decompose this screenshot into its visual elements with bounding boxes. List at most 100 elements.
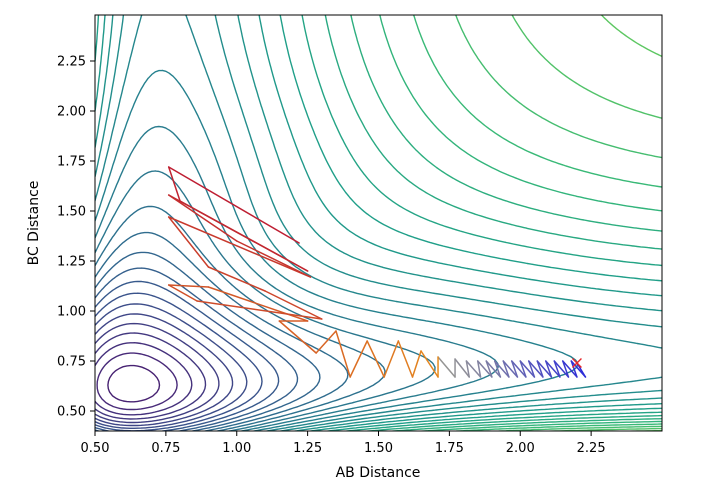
trajectory-segment bbox=[167, 166, 300, 244]
y-tick-label: 1.75 bbox=[57, 155, 86, 170]
trajectory-segment bbox=[167, 216, 312, 278]
contour-line bbox=[95, 313, 234, 427]
trajectory-segment bbox=[493, 360, 502, 378]
contour-line bbox=[95, 292, 263, 431]
y-tick-label: 1.25 bbox=[57, 255, 86, 270]
contour-line bbox=[350, 15, 662, 431]
x-tick-label: 0.75 bbox=[151, 441, 180, 456]
x-tick-label: 1.00 bbox=[222, 441, 251, 456]
trajectory-segment bbox=[349, 340, 368, 378]
trajectory-segment bbox=[553, 360, 561, 378]
trajectory-segment bbox=[420, 350, 439, 378]
trajectory-segment bbox=[167, 284, 210, 288]
trajectory-segment bbox=[493, 360, 510, 378]
trajectory-segment bbox=[485, 360, 502, 378]
x-tick-label: 0.50 bbox=[81, 441, 110, 456]
y-tick-label: 0.50 bbox=[57, 405, 86, 420]
trajectory-segment bbox=[383, 340, 400, 378]
contour-line bbox=[95, 15, 662, 431]
trajectory-segment bbox=[562, 360, 578, 378]
trajectory-segment bbox=[454, 358, 470, 378]
trajectory-segment bbox=[207, 266, 266, 292]
contour-line bbox=[95, 251, 321, 431]
trajectory-segment bbox=[553, 360, 570, 378]
trajectory-segment bbox=[167, 216, 210, 268]
trajectory-segment bbox=[335, 330, 351, 378]
trajectory-segment bbox=[465, 360, 482, 378]
contour-line bbox=[95, 170, 436, 431]
trajectory-segment bbox=[545, 360, 553, 378]
contour-line bbox=[107, 364, 161, 403]
trajectory-segment bbox=[179, 200, 309, 272]
contour-line bbox=[455, 15, 662, 431]
x-tick-label: 2.00 bbox=[506, 441, 535, 456]
y-tick-label: 0.75 bbox=[57, 355, 86, 370]
y-axis-label: BC Distance bbox=[26, 181, 42, 266]
trajectory-segment bbox=[465, 360, 470, 378]
x-tick-label: 1.75 bbox=[435, 441, 464, 456]
trajectory-segment bbox=[411, 350, 422, 378]
trajectory bbox=[167, 166, 587, 378]
trajectory-segment bbox=[167, 194, 238, 242]
trajectory-segment bbox=[167, 284, 198, 302]
y-tick-label: 1.00 bbox=[57, 305, 86, 320]
trajectory-segment bbox=[536, 360, 553, 378]
trajectory-segment bbox=[278, 320, 317, 354]
trajectory-segment bbox=[510, 360, 519, 378]
trajectory-segment bbox=[236, 240, 312, 278]
contour-line bbox=[379, 15, 662, 431]
x-tick-label: 1.25 bbox=[293, 441, 322, 456]
contour-line bbox=[95, 125, 499, 431]
trajectory-segment bbox=[264, 290, 323, 320]
x-axis: 0.50 0.75 1.00 1.25 1.50 1.75 2.00 2.25 bbox=[81, 431, 606, 456]
plot-area bbox=[95, 15, 662, 431]
trajectory-segment bbox=[562, 360, 570, 378]
contour-line bbox=[95, 15, 662, 431]
y-axis: 0.50 0.75 1.00 1.25 1.50 1.75 2.00 2.25 bbox=[57, 55, 95, 420]
contour-line bbox=[413, 15, 662, 431]
trajectory-segment bbox=[510, 360, 527, 378]
x-tick-label: 2.25 bbox=[577, 441, 606, 456]
y-tick-label: 2.00 bbox=[57, 105, 86, 120]
trajectory-segment bbox=[528, 360, 536, 378]
x-axis-label: AB Distance bbox=[336, 465, 421, 481]
contour-line bbox=[95, 332, 207, 420]
contour-line bbox=[301, 15, 662, 431]
trajectory-segment bbox=[570, 360, 587, 378]
trajectory-segment bbox=[397, 340, 414, 378]
trajectory-segment bbox=[437, 356, 456, 378]
contour-line bbox=[95, 322, 220, 424]
trajectory-segment bbox=[366, 340, 385, 378]
x-tick-label: 1.50 bbox=[364, 441, 393, 456]
contour-lines bbox=[95, 15, 662, 431]
trajectory-segment bbox=[528, 360, 544, 378]
contour-line bbox=[95, 15, 662, 431]
trajectory-segment bbox=[570, 360, 578, 378]
trajectory-segment bbox=[196, 300, 323, 320]
trajectory-segment bbox=[536, 360, 544, 378]
contour-line bbox=[95, 15, 662, 431]
trajectory-segment bbox=[485, 360, 493, 378]
start-marker bbox=[571, 358, 582, 368]
trajectory-segment bbox=[545, 360, 561, 378]
contour-line bbox=[95, 342, 193, 416]
y-tick-label: 1.50 bbox=[57, 205, 86, 220]
trajectory-segment bbox=[207, 286, 309, 322]
trajectory-segment bbox=[502, 360, 510, 378]
trajectory-segment bbox=[519, 360, 527, 378]
trajectory-segment bbox=[476, 360, 482, 378]
y-tick-label: 2.25 bbox=[57, 55, 86, 70]
trajectory-segment bbox=[519, 360, 536, 378]
trajectory-segment bbox=[502, 360, 519, 378]
contour-line bbox=[324, 15, 662, 431]
contour-line bbox=[96, 352, 178, 411]
trajectory-segment bbox=[476, 360, 493, 378]
contour-line bbox=[95, 69, 579, 431]
contour-line bbox=[95, 267, 299, 431]
trajectory-segment bbox=[315, 330, 337, 354]
trajectory-segment bbox=[167, 166, 181, 202]
start-marker-group bbox=[571, 358, 582, 368]
contour-line bbox=[95, 303, 248, 429]
contour-line bbox=[95, 280, 280, 431]
